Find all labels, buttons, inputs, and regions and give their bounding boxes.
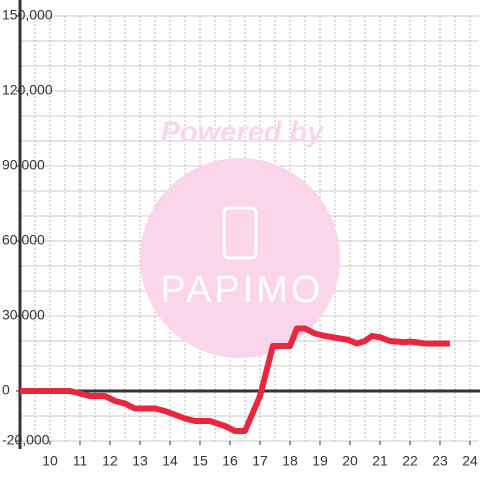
x-tick-label: 14 bbox=[162, 453, 178, 469]
watermark: Powered by PAPIMO bbox=[140, 117, 340, 358]
x-tick-label: 21 bbox=[372, 453, 388, 469]
x-tick-label: 19 bbox=[312, 453, 328, 469]
x-tick-label: 10 bbox=[42, 453, 58, 469]
watermark-text: Powered by bbox=[161, 117, 326, 149]
line-series bbox=[20, 325, 450, 434]
y-tick-label: 30,000 bbox=[2, 307, 45, 323]
watermark-icon bbox=[222, 206, 258, 260]
x-tick-label: 23 bbox=[432, 453, 448, 469]
y-tick-label: 0 bbox=[2, 382, 10, 398]
x-tick-label: 18 bbox=[282, 453, 298, 469]
y-tick-label: 120,000 bbox=[2, 82, 53, 98]
x-tick-label: 15 bbox=[192, 453, 208, 469]
y-tick-label: 60,000 bbox=[2, 232, 45, 248]
x-tick-label: 17 bbox=[252, 453, 268, 469]
y-tick-label: 150,000 bbox=[2, 7, 53, 23]
watermark-text: PAPIMO bbox=[161, 269, 324, 311]
x-tick-label: 20 bbox=[342, 453, 358, 469]
x-tick-label: 22 bbox=[402, 453, 418, 469]
x-tick-label: 11 bbox=[73, 453, 88, 469]
y-tick-label: -20,000 bbox=[2, 432, 50, 448]
x-tick-label: 24 bbox=[462, 453, 478, 469]
x-tick-label: 16 bbox=[222, 453, 238, 469]
y-tick-label: 90,000 bbox=[2, 157, 45, 173]
x-tick-label: 12 bbox=[102, 453, 118, 469]
x-tick-label: 13 bbox=[132, 453, 148, 469]
